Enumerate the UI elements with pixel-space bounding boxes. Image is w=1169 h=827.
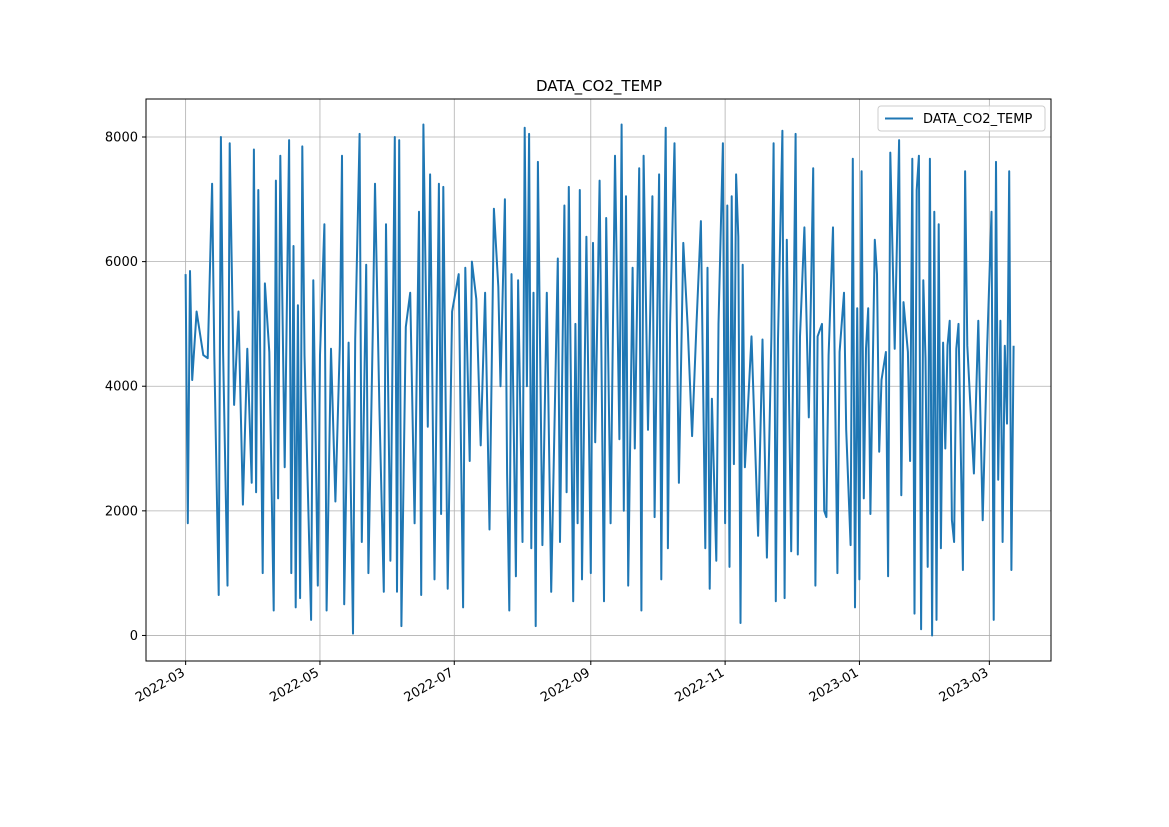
x-tick-label: 2022-05: [267, 665, 322, 705]
x-tick-label: 2022-11: [673, 665, 728, 705]
plot-area: [184, 123, 1015, 637]
y-tick-label: 8000: [105, 131, 138, 146]
y-tick-label: 6000: [105, 255, 138, 270]
legend: DATA_CO2_TEMP: [877, 105, 1046, 132]
y-tick-label: 2000: [105, 504, 138, 519]
legend-label: DATA_CO2_TEMP: [923, 112, 1032, 127]
axes-frame: [145, 98, 1052, 662]
x-tick-label: 2022-09: [538, 665, 593, 705]
legend-box: [877, 105, 1046, 132]
x-tick-label: 2022-03: [133, 665, 188, 705]
series-line-data_co2_temp: [184, 123, 1015, 637]
y-tick-label: 0: [130, 629, 138, 644]
chart-title: DATA_CO2_TEMP: [536, 77, 662, 96]
x-tick-label: 2023-01: [807, 665, 862, 705]
x-tick-label: 2022-07: [402, 665, 457, 705]
x-tick-label: 2023-03: [937, 665, 992, 705]
y-tick-label: 4000: [105, 380, 138, 395]
